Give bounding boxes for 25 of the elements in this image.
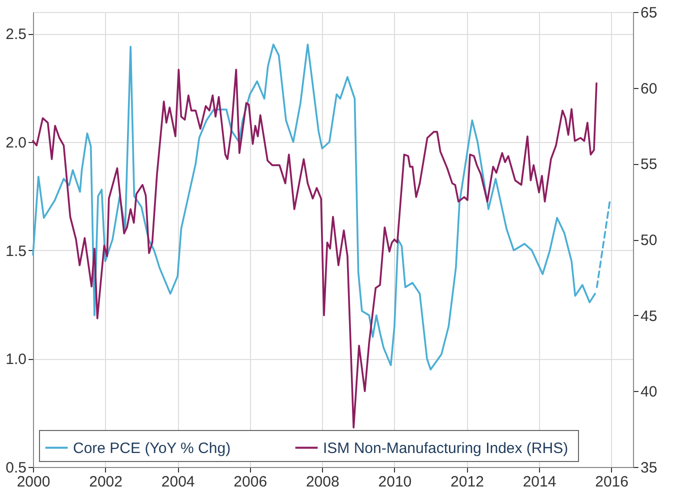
y2-tick-label: 45: [640, 308, 658, 325]
y2-tick-label: 40: [640, 384, 658, 401]
legend-label: ISM Non-Manufacturing Index (RHS): [323, 440, 568, 457]
y-tick-label: 1.5: [6, 242, 26, 260]
x-tick-label: 2002: [89, 474, 122, 490]
y2-tick-label: 65: [640, 4, 658, 22]
line-series: [32, 68, 598, 428]
y-tick-label: 1.0: [6, 351, 26, 368]
y2-tick-label: 50: [640, 232, 658, 249]
legend-label: Core PCE (YoY % Chg): [73, 440, 231, 457]
x-tick-label: 2014: [522, 474, 556, 490]
line-series: [32, 44, 596, 370]
x-tick-label: 2000: [16, 474, 50, 490]
y-tick-label: 2.0: [6, 134, 26, 152]
y-tick-label: 0.5: [6, 460, 26, 476]
x-tick-label: 2012: [450, 474, 484, 490]
y2-tick-label: 55: [640, 156, 658, 174]
x-tick-label: 2006: [234, 474, 268, 490]
y2-tick-label: 35: [640, 460, 658, 476]
x-tick-label: 2010: [378, 474, 412, 490]
x-tick-label: 2016: [595, 474, 628, 490]
x-tick-label: 2008: [306, 474, 340, 490]
y-tick-label: 2.5: [6, 26, 26, 44]
x-tick-label: 2004: [161, 474, 195, 490]
y2-tick-label: 60: [640, 80, 658, 98]
